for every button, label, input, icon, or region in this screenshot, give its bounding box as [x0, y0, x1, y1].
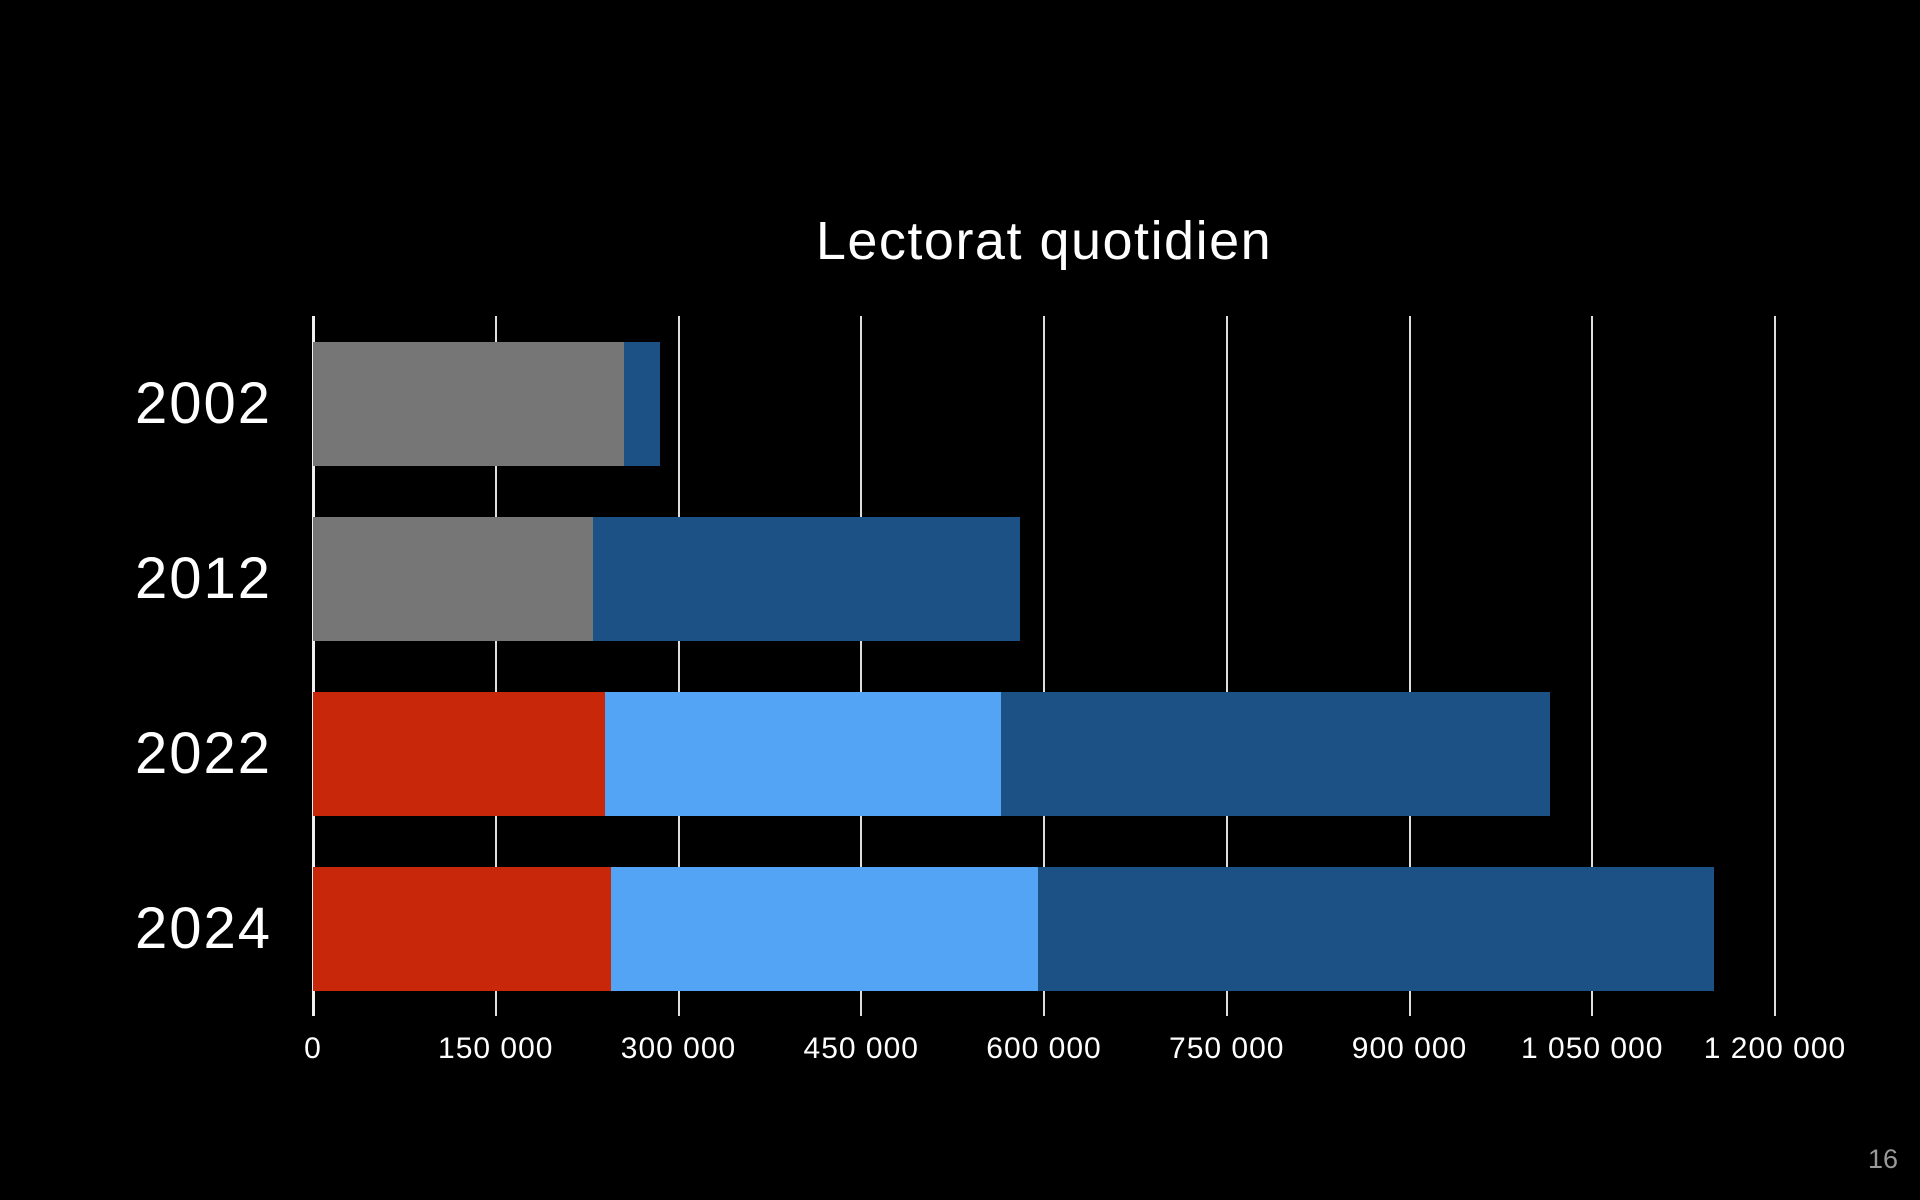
- bar-segment: [313, 867, 612, 991]
- bar-row-2022: [313, 692, 1775, 816]
- bar-segment: [593, 517, 1020, 641]
- page-number: 16: [1867, 1144, 1898, 1174]
- x-tick-label: 450 000: [803, 1032, 919, 1065]
- x-tick-label: 300 000: [620, 1032, 737, 1065]
- bar-segment: [1001, 692, 1550, 816]
- gridline: [1774, 316, 1776, 1016]
- y-axis-line: [312, 316, 315, 1016]
- category-label-2002: 2002: [134, 371, 272, 436]
- x-tick-label: 750 000: [1169, 1032, 1285, 1065]
- bar-segment: [313, 517, 594, 641]
- plot-area: [312, 316, 1776, 1016]
- y-axis-category-labels: 2002 2012 2022 2024: [60, 316, 272, 1016]
- bar-segment: [313, 692, 606, 816]
- gridline: [677, 316, 680, 1016]
- gridline: [1408, 316, 1411, 1016]
- gridline: [1043, 316, 1045, 1016]
- bar-row-2024: [313, 867, 1775, 991]
- bar-row-2012: [313, 517, 1775, 641]
- category-label-2024: 2024: [134, 896, 272, 961]
- x-tick-label: 150 000: [438, 1032, 554, 1065]
- chart-title: Lectorat quotidien: [815, 211, 1273, 271]
- x-tick-label: 600 000: [986, 1032, 1102, 1065]
- bar-segment: [605, 692, 1002, 816]
- gridline: [860, 316, 863, 1016]
- x-tick-label: 1 050 000: [1521, 1032, 1664, 1065]
- bar-segment: [313, 342, 624, 466]
- bar-segment: [611, 867, 1038, 991]
- x-tick-label: 0: [304, 1032, 322, 1065]
- x-tick-label: 900 000: [1351, 1032, 1468, 1065]
- bar-segment: [1037, 867, 1715, 991]
- bar-row-2002: [313, 342, 1775, 466]
- category-label-2022: 2022: [134, 721, 272, 786]
- category-label-2012: 2012: [134, 546, 272, 611]
- x-axis-tick-labels: 0 150 000 300 000 450 000 600 000 750 000 900 …: [304, 1032, 1845, 1076]
- gridline: [494, 316, 497, 1016]
- gridline: [1591, 316, 1594, 1016]
- gridline: [1225, 316, 1228, 1016]
- x-tick-label: 1 200 000: [1703, 1032, 1847, 1065]
- bar-segment: [623, 342, 661, 466]
